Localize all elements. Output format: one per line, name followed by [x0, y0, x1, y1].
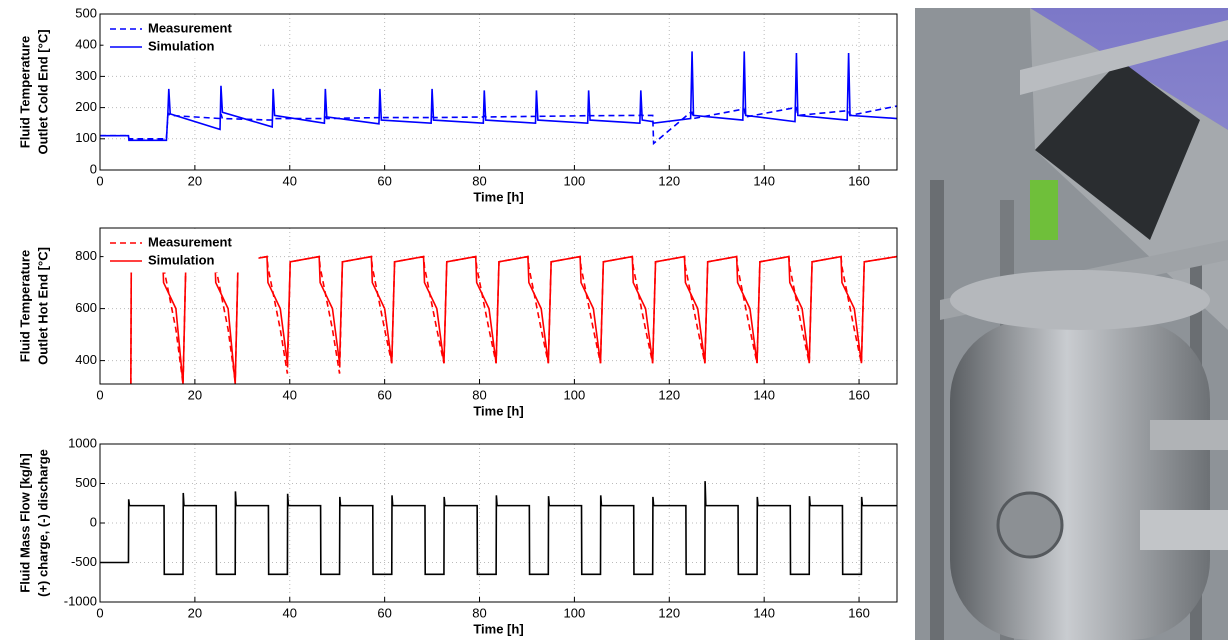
photo — [915, 8, 1228, 640]
series-line — [100, 51, 897, 142]
x-tick-label: 120 — [658, 387, 680, 402]
x-axis-label: Time [h] — [473, 403, 523, 418]
x-tick-label: 140 — [753, 173, 775, 188]
chart: 0 20 40 60 80 100 120 140 160 400 600 800 Time [h] Fl… — [17, 227, 898, 418]
x-tick-label: 160 — [848, 387, 870, 402]
y-tick-label: -500 — [71, 554, 97, 569]
x-tick-label: 0 — [96, 173, 103, 188]
x-tick-label: 100 — [564, 173, 586, 188]
x-axis-label: Time [h] — [473, 189, 523, 204]
y-axis-label: Fluid Temperature — [17, 36, 32, 148]
y-tick-label: 600 — [75, 300, 97, 315]
series-line — [130, 255, 897, 384]
y-axis-label: Fluid Temperature — [17, 250, 32, 362]
axes-frame — [99, 13, 898, 171]
x-tick-label: 40 — [283, 173, 297, 188]
y-axis-label: Outlet Cold End [°C] — [35, 29, 50, 154]
y-axis-label: (+) charge, (-) discharge — [35, 449, 50, 597]
x-tick-label: 100 — [564, 605, 586, 620]
x-tick-label: 0 — [96, 387, 103, 402]
axes-frame — [99, 227, 898, 385]
x-tick-label: 40 — [283, 605, 297, 620]
y-tick-label: 100 — [75, 130, 97, 145]
y-tick-label: 400 — [75, 37, 97, 52]
legend-box — [103, 231, 259, 273]
x-tick-label: 80 — [472, 605, 486, 620]
y-tick-label: 200 — [75, 99, 97, 114]
x-tick-label: 60 — [377, 173, 391, 188]
x-tick-label: 120 — [658, 173, 680, 188]
legend-box — [103, 17, 259, 59]
y-axis-label: Outlet Hot End [°C] — [35, 247, 50, 365]
y-tick-label: 500 — [75, 475, 97, 490]
x-tick-label: 60 — [377, 387, 391, 402]
chart: 0 20 40 60 80 100 120 140 160 -1000 -500 0 500 1000 Ti… — [17, 435, 898, 636]
x-tick-label: 160 — [848, 173, 870, 188]
x-tick-label: 80 — [472, 387, 486, 402]
y-axis-label: Fluid Mass Flow [kg/h] — [17, 453, 32, 592]
x-tick-label: 120 — [658, 605, 680, 620]
y-tick-label: 0 — [90, 161, 97, 176]
legend-label: Measurement — [148, 234, 232, 249]
y-tick-label: 400 — [75, 352, 97, 367]
axes-frame — [99, 443, 898, 603]
y-tick-label: 0 — [90, 514, 97, 529]
chart: 0 20 40 60 80 100 120 140 160 0 100 200 300 400 500 Tim… — [17, 5, 898, 204]
x-tick-label: 60 — [377, 605, 391, 620]
x-axis-label: Time [h] — [473, 621, 523, 636]
x-tick-label: 0 — [96, 605, 103, 620]
series-line — [100, 481, 897, 576]
x-tick-label: 80 — [472, 173, 486, 188]
x-tick-label: 140 — [753, 605, 775, 620]
y-tick-label: 1000 — [68, 435, 97, 450]
legend-label: Simulation — [148, 38, 215, 53]
legend-label: Simulation — [148, 252, 215, 267]
x-tick-label: 160 — [848, 605, 870, 620]
x-tick-label: 20 — [188, 605, 202, 620]
x-tick-label: 40 — [283, 387, 297, 402]
x-tick-label: 140 — [753, 387, 775, 402]
plot-area — [100, 444, 897, 602]
y-tick-label: -1000 — [64, 593, 97, 608]
y-tick-label: 500 — [75, 5, 97, 20]
y-tick-label: 300 — [75, 68, 97, 83]
x-tick-label: 20 — [188, 173, 202, 188]
x-tick-label: 20 — [188, 387, 202, 402]
y-tick-label: 800 — [75, 248, 97, 263]
x-tick-label: 100 — [564, 387, 586, 402]
legend-label: Measurement — [148, 20, 232, 35]
